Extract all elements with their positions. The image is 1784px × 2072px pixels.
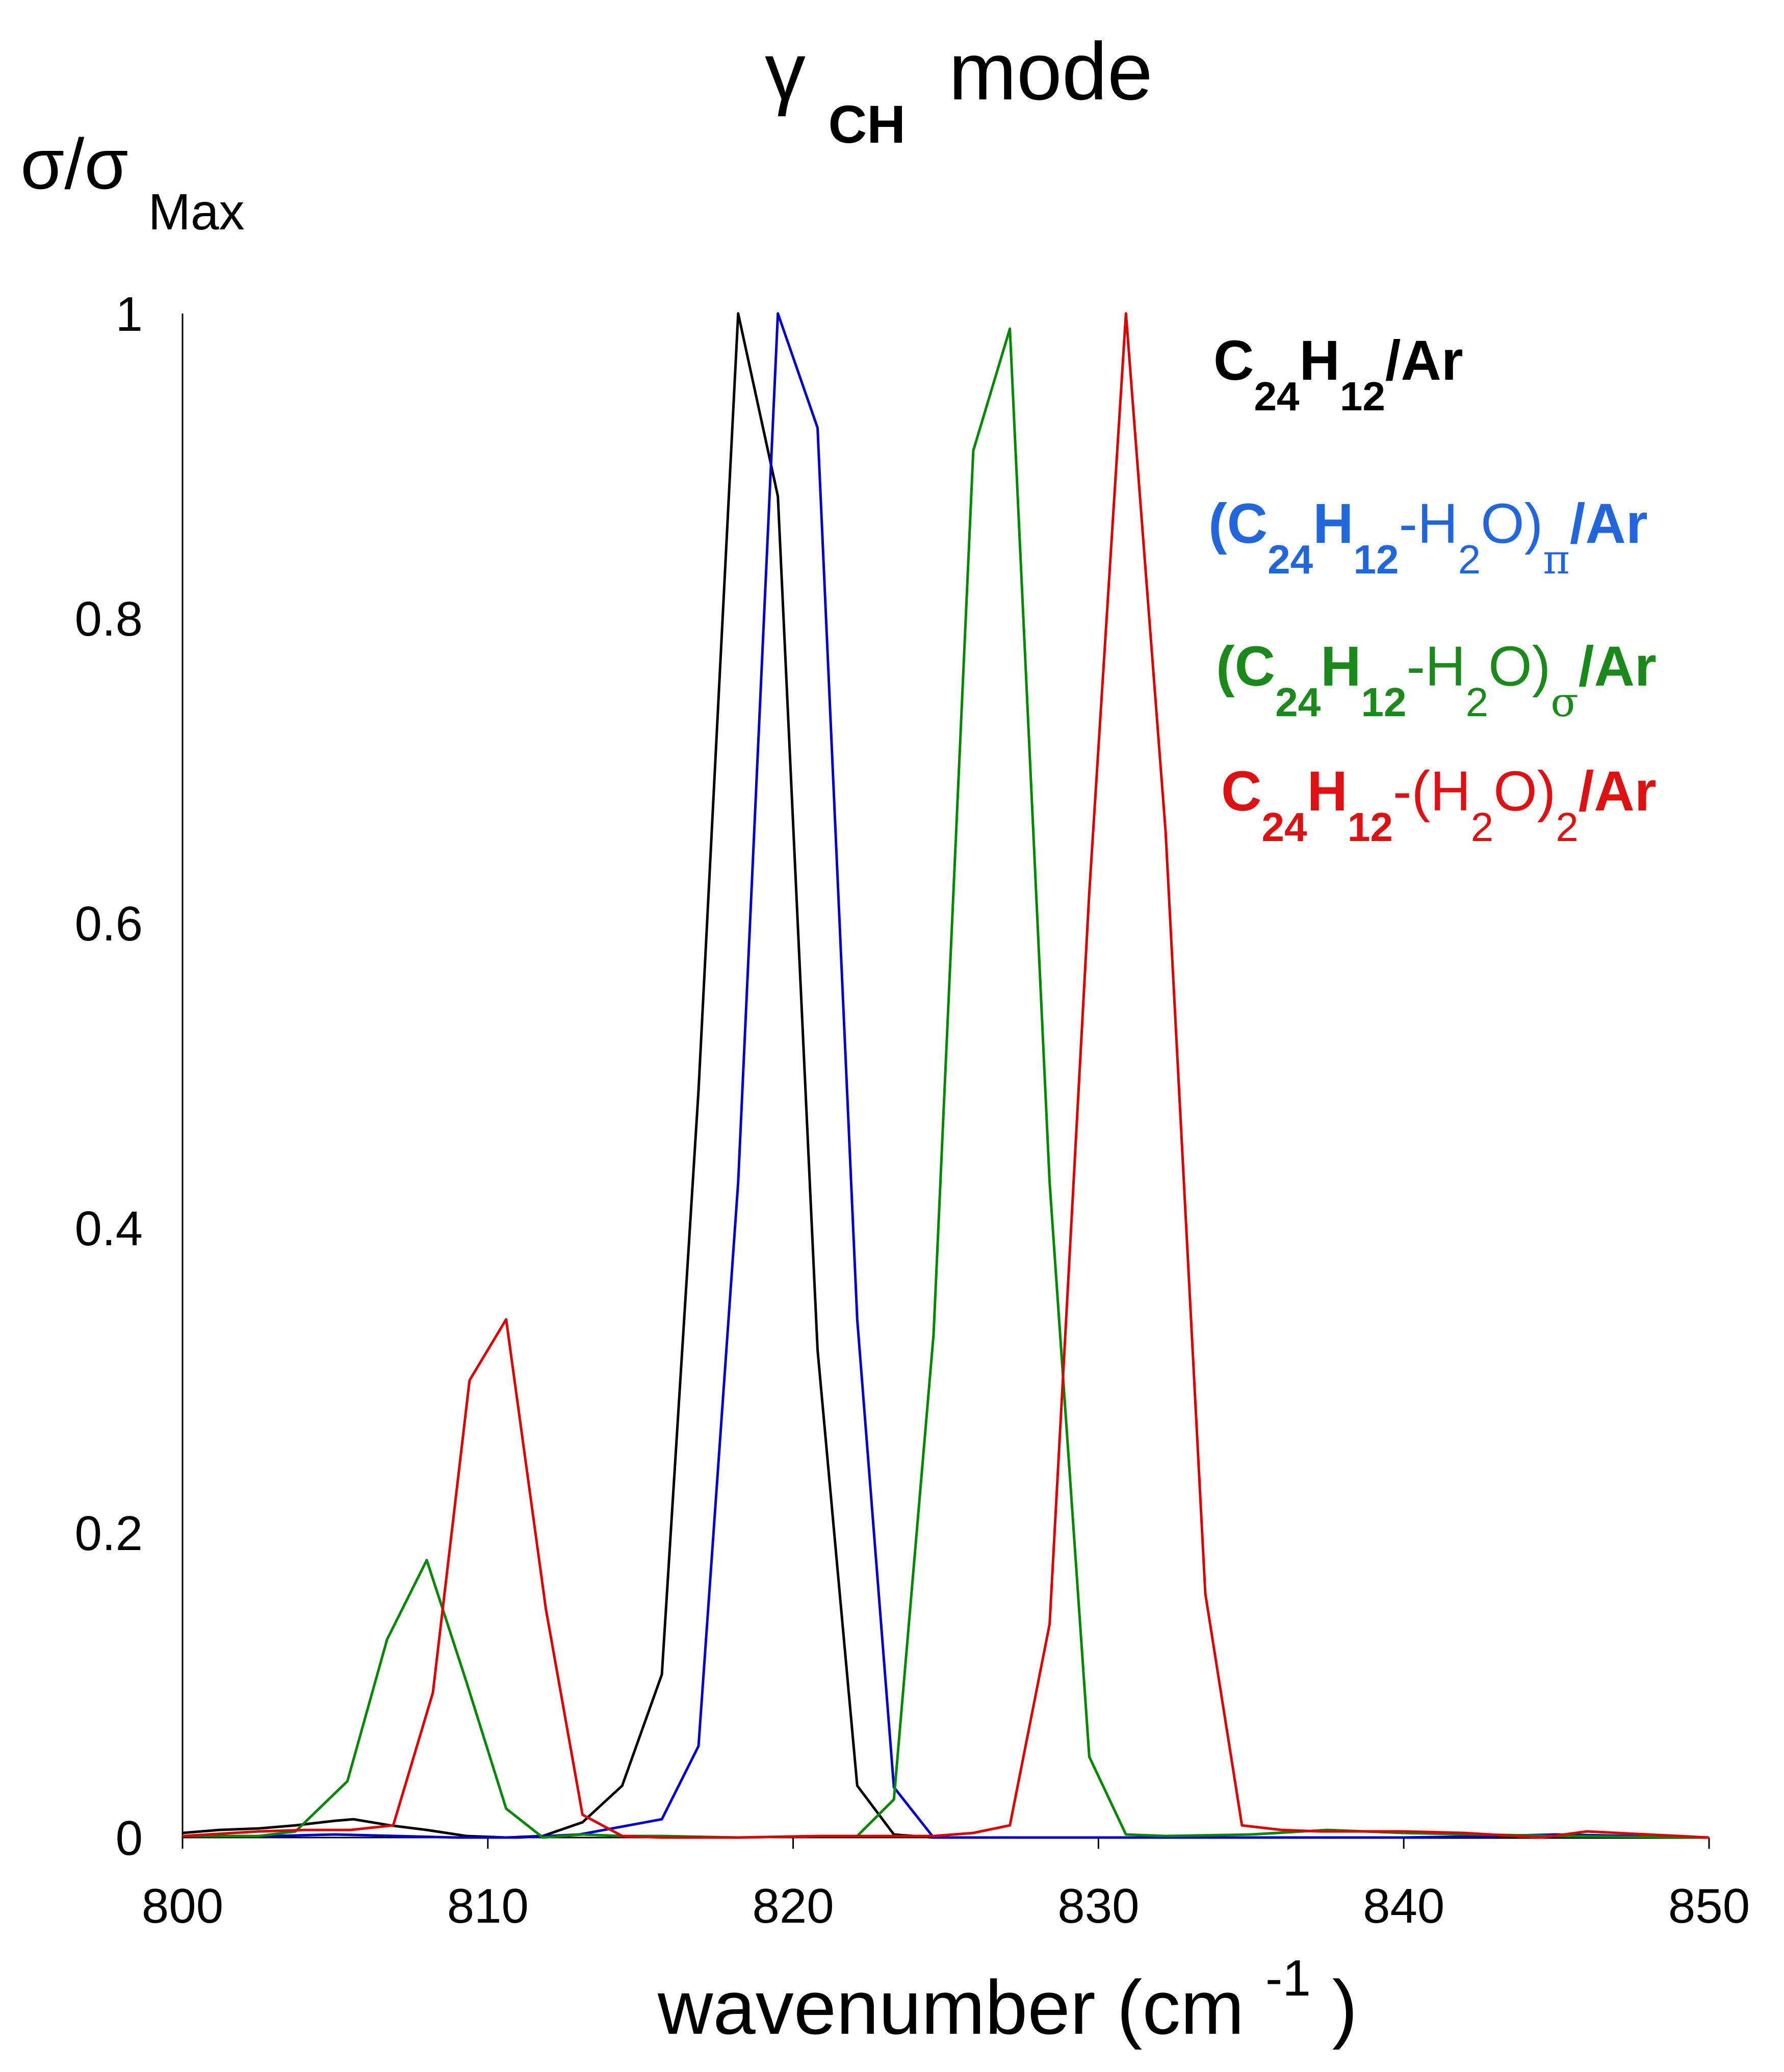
y-tick-label: 0.4: [75, 1201, 143, 1256]
x-axis-label-superscript: -1: [1265, 1950, 1311, 2007]
legend-text-part: C: [1221, 760, 1261, 823]
y-tick-label: 0.8: [75, 592, 143, 646]
x-tick-label: 850: [1668, 1879, 1750, 1933]
legend-text-part: (: [1208, 492, 1227, 555]
legend-text-part: (: [1216, 635, 1235, 698]
x-axis-label: wavenumber (cm -1 ): [657, 1926, 1358, 2050]
legend-entry-1: C24H12/Ar: [1213, 329, 1463, 419]
legend-text-part: π: [1543, 536, 1570, 583]
title-text: mode: [949, 25, 1153, 117]
series-lines: [182, 312, 1710, 1839]
title-subscript: CH: [828, 95, 906, 154]
legend-text-part: O): [1481, 492, 1543, 555]
y-tick-label: 1: [116, 287, 143, 342]
legend-text-part: 12: [1361, 679, 1407, 725]
x-tick-label: 810: [447, 1879, 529, 1933]
series-line-2: [183, 312, 1710, 1839]
legend-text-part: 2: [1458, 537, 1481, 582]
y-axis-label-subscript: Max: [148, 183, 245, 241]
legend-text-part: O): [1493, 760, 1556, 823]
legend-text-part: 2: [1471, 804, 1494, 850]
legend-text-part: C: [1235, 635, 1275, 698]
x-tick-label: 820: [753, 1879, 834, 1933]
legend-text-part: /Ar: [1385, 329, 1463, 392]
legend-text-part: 12: [1348, 804, 1393, 850]
legend-text-part: 24: [1254, 374, 1299, 419]
chart-title: γ CH mode: [765, 25, 1153, 160]
x-axis-label-main: wavenumber (cm: [657, 1964, 1244, 2050]
legend-text-part: C: [1213, 329, 1254, 392]
legend-text-part: 12: [1354, 537, 1399, 582]
legend-text-part: H: [1307, 760, 1347, 823]
legend-text-part: C: [1227, 492, 1268, 555]
legend-text-part: -H: [1407, 635, 1466, 698]
x-tick-label: 840: [1363, 1879, 1444, 1933]
legend-text-part: /Ar: [1579, 635, 1657, 698]
series-line-4: [182, 312, 1710, 1839]
y-tick-label: 0.2: [75, 1506, 143, 1561]
legend-text-part: H: [1321, 635, 1361, 698]
legend: C24H12/Ar(C24H12-H2O)π/Ar(C24H12-H2O)σ/A…: [1208, 329, 1657, 850]
legend-text-part: /Ar: [1579, 760, 1657, 823]
legend-text-part: 24: [1275, 679, 1321, 725]
legend-text-part: -H: [1399, 492, 1458, 555]
y-axis-label-main: σ/σ: [20, 124, 128, 204]
x-tick-label: 800: [142, 1879, 223, 1933]
legend-text-part: σ: [1550, 678, 1579, 726]
title-symbol: γ: [765, 25, 806, 117]
x-tick-label: 830: [1057, 1879, 1139, 1933]
legend-text-part: 24: [1268, 537, 1313, 582]
legend-entry-2: (C24H12-H2O)π/Ar: [1208, 492, 1648, 583]
y-tick-label: 0.6: [75, 897, 143, 951]
legend-text-part: 2: [1466, 679, 1489, 725]
y-axis-label: σ/σ Max: [20, 124, 245, 241]
x-axis-label-closing: ): [1332, 1964, 1358, 2050]
legend-entry-4: C24H12-(H2O)2/Ar: [1221, 760, 1657, 850]
y-ticks: 0 0.2 0.4 0.6 0.8 1: [75, 287, 143, 1866]
x-ticks: 800 810 820 830 840 850: [142, 1838, 1750, 1933]
legend-text-part: 24: [1261, 804, 1307, 850]
legend-text-part: O): [1488, 635, 1550, 698]
legend-text-part: 2: [1556, 804, 1579, 850]
y-tick-label: 0: [116, 1811, 143, 1866]
legend-text-part: /Ar: [1570, 492, 1648, 555]
legend-text-part: -(H: [1393, 760, 1471, 823]
legend-text-part: H: [1299, 329, 1339, 392]
legend-text-part: H: [1313, 492, 1353, 555]
legend-entry-3: (C24H12-H2O)σ/Ar: [1216, 635, 1657, 726]
legend-text-part: 12: [1340, 374, 1385, 419]
